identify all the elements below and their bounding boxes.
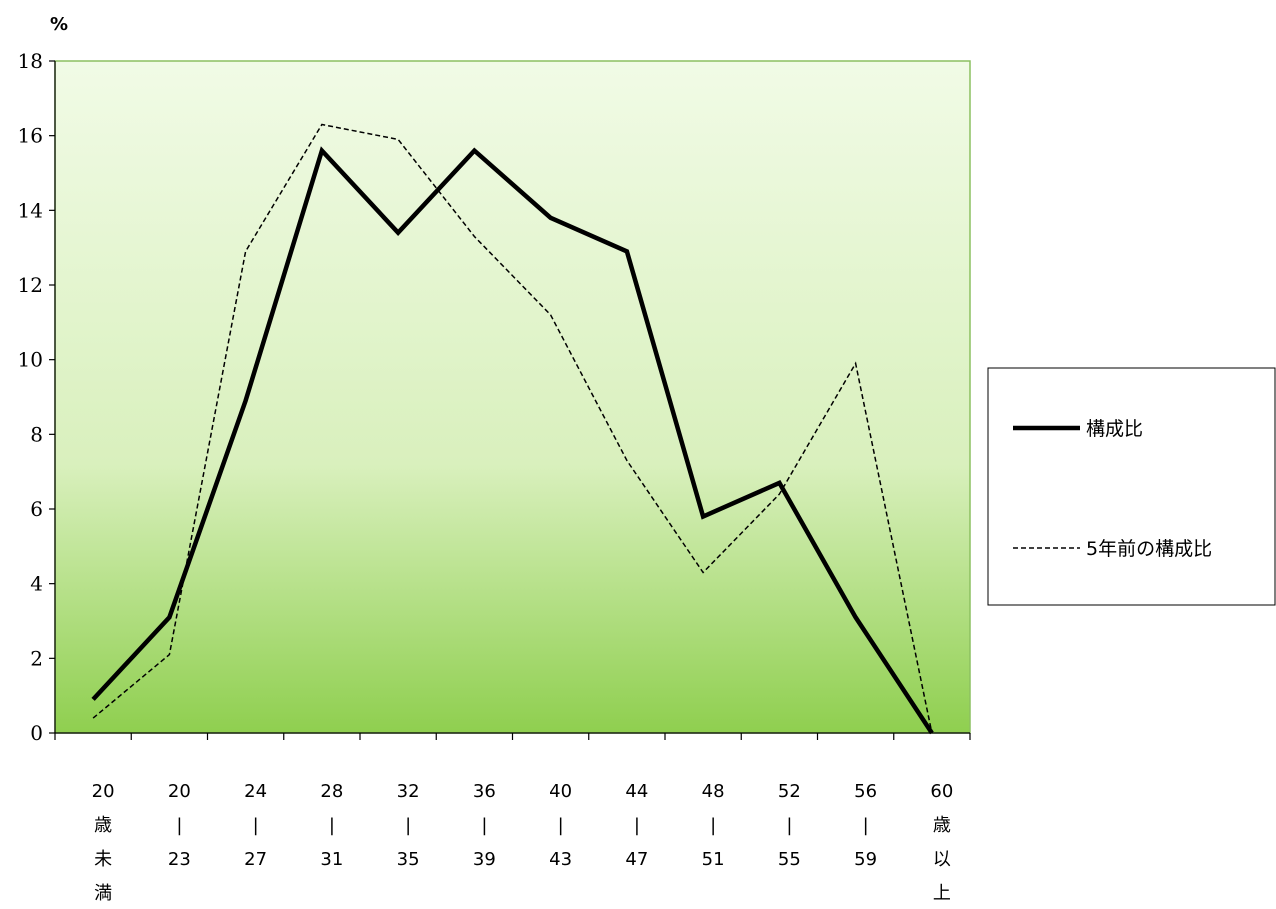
x-category-label-line: |	[253, 815, 259, 836]
series-line-current	[91, 146, 934, 735]
x-category-label-line: 43	[549, 849, 572, 870]
x-category-label-line: 歳	[933, 815, 951, 836]
x-category-label-line: 以	[933, 849, 951, 870]
x-category-label: 48 | 51	[702, 781, 725, 870]
x-category-label: 44 | 47	[625, 781, 648, 870]
legend-label-current: 構成比	[1086, 418, 1143, 440]
x-category-label-line: 24	[244, 781, 267, 802]
x-category-label-line: 31	[320, 849, 343, 870]
x-category-label: 24 | 27	[244, 781, 267, 870]
x-category-label-line: |	[710, 815, 716, 836]
x-category-label-line: |	[634, 815, 640, 836]
x-category-label: 20 | 23	[168, 781, 191, 870]
x-category-label-line: |	[558, 815, 564, 836]
x-category-label-line: 59	[854, 849, 877, 870]
legend-label-five-years-ago: 5年前の構成比	[1086, 538, 1212, 560]
y-axis-ticks: 0 2 4 6 8 10 12 14 16 18	[18, 49, 55, 745]
y-axis-unit-label: %	[50, 14, 68, 35]
y-tick-label: 2	[30, 646, 43, 670]
x-category-label-line: 20	[168, 781, 191, 802]
x-category-label: 32 | 35	[397, 781, 420, 870]
series-layer	[91, 123, 934, 735]
x-category-label-line: 27	[244, 849, 267, 870]
series-line-five-years-ago	[92, 123, 933, 734]
x-category-label-line: 44	[625, 781, 648, 802]
x-category-label-line: |	[176, 815, 182, 836]
y-tick-label: 18	[18, 49, 43, 73]
x-axis-ticks: 20歳未満20|2324|2728|3132|3536|3940|4344|47…	[54, 733, 971, 904]
y-tick-label: 8	[30, 422, 43, 446]
x-category-label-line: 48	[702, 781, 725, 802]
x-category-label-line: 35	[397, 849, 420, 870]
x-category-label-line: 36	[473, 781, 496, 802]
x-category-label-line: 28	[320, 781, 343, 802]
x-category-label-line: 47	[625, 849, 648, 870]
x-category-label-line: 56	[854, 781, 877, 802]
x-category-label-line: 32	[397, 781, 420, 802]
y-tick-label: 6	[30, 497, 43, 521]
x-category-label-line: 23	[168, 849, 191, 870]
x-category-label-line: 未	[94, 849, 112, 870]
x-category-label-line: 20	[92, 781, 115, 802]
x-category-label-line: 39	[473, 849, 496, 870]
x-category-label-line: 51	[702, 849, 725, 870]
legend: 構成比 5年前の構成比	[987, 367, 1276, 606]
y-tick-label: 4	[30, 572, 43, 596]
y-tick-label: 12	[18, 273, 43, 297]
x-category-label-line: 満	[94, 883, 112, 904]
x-category-label-line: |	[786, 815, 792, 836]
x-category-label: 60 歳以上	[930, 781, 953, 904]
x-category-label-line: 40	[549, 781, 572, 802]
x-category-label-line: |	[329, 815, 335, 836]
y-tick-label: 16	[18, 124, 43, 148]
legend-box	[987, 367, 1276, 606]
x-category-label-line: |	[405, 815, 411, 836]
y-tick-label: 0	[30, 721, 43, 745]
x-category-label-line: |	[863, 815, 869, 836]
x-category-label-line: 上	[933, 883, 951, 904]
x-category-label-line: 60	[930, 781, 953, 802]
y-tick-label: 14	[18, 198, 43, 222]
x-category-label-line: 歳	[94, 815, 112, 836]
x-category-label: 20 歳未満	[92, 781, 115, 904]
x-category-label-line: |	[481, 815, 487, 836]
plot-area	[54, 60, 971, 734]
x-category-label: 28 | 31	[320, 781, 343, 870]
x-category-label: 36 | 39	[473, 781, 496, 870]
y-tick-label: 10	[18, 348, 43, 372]
x-category-label: 56 | 59	[854, 781, 877, 870]
x-category-label-line: 52	[778, 781, 801, 802]
x-category-label: 40 | 43	[549, 781, 572, 870]
x-category-label: 52 | 55	[778, 781, 801, 870]
x-category-label-line: 55	[778, 849, 801, 870]
